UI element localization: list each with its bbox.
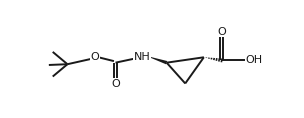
Text: O: O (111, 79, 120, 89)
Text: NH: NH (133, 52, 150, 61)
Text: OH: OH (246, 55, 263, 65)
Text: O: O (90, 52, 99, 61)
Text: O: O (217, 27, 226, 37)
Polygon shape (148, 56, 167, 64)
